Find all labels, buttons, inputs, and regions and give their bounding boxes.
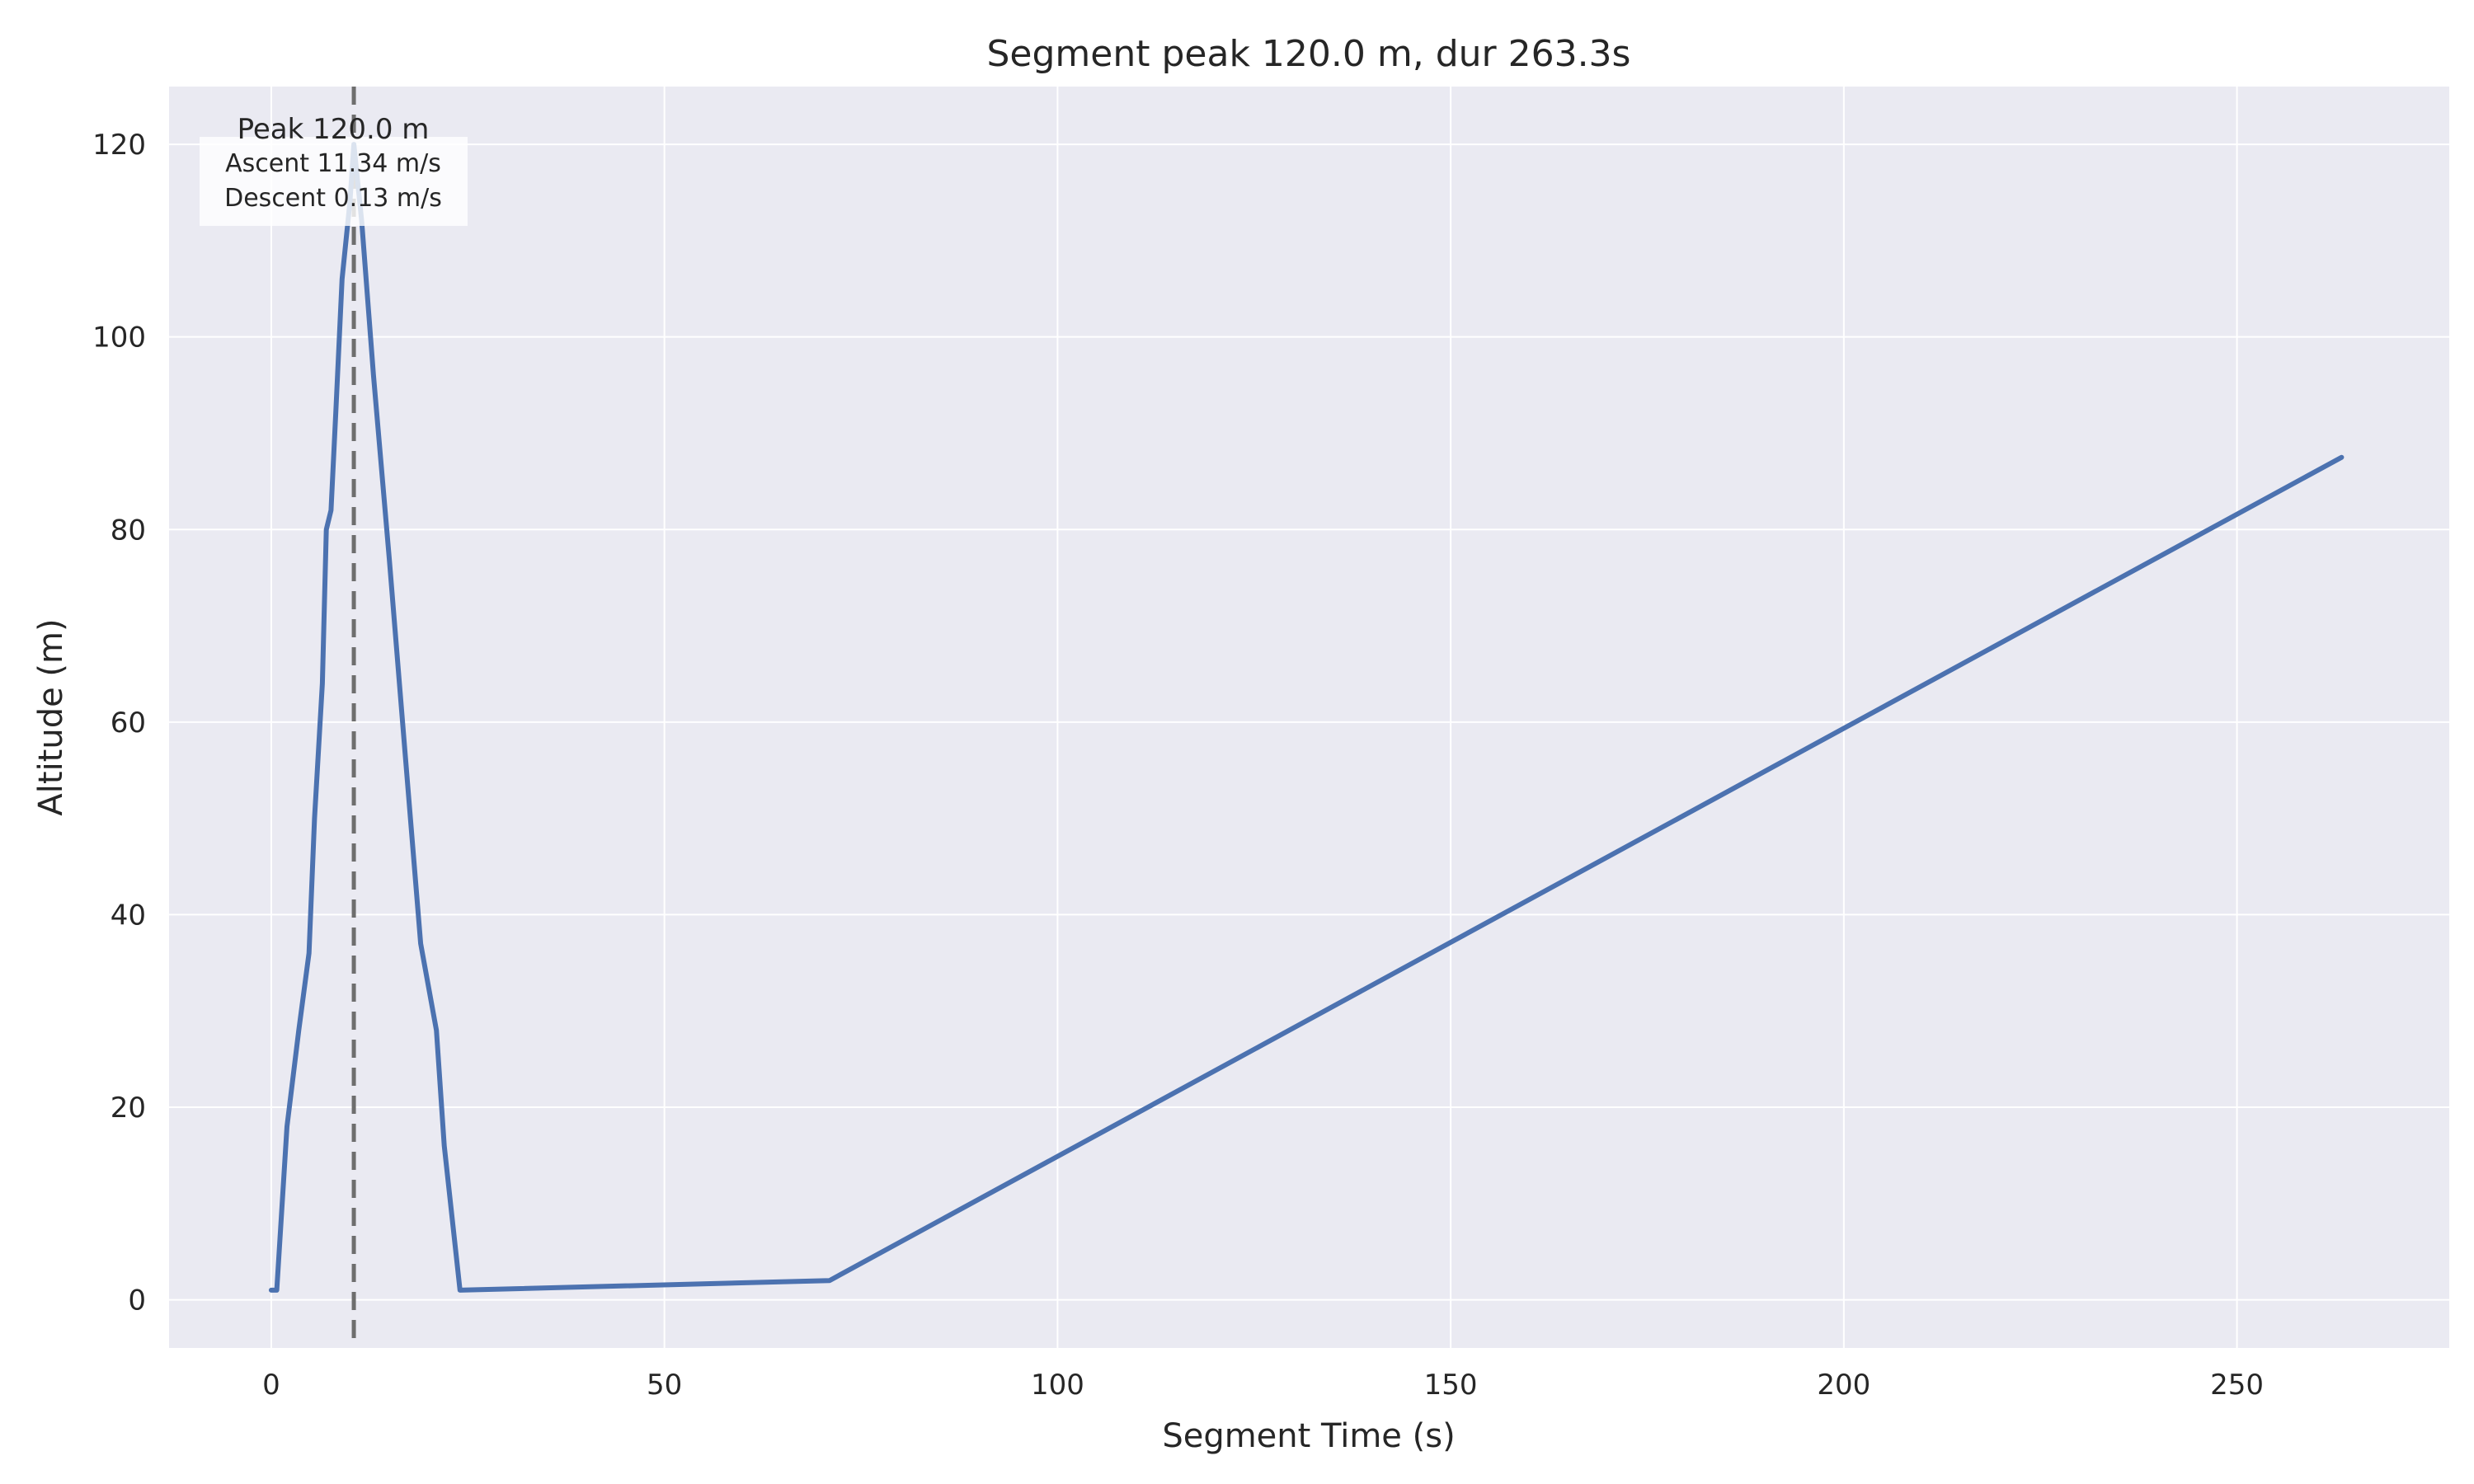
y-tick-label: 100 [92, 322, 146, 355]
x-tick-label: 0 [262, 1369, 280, 1402]
x-tick-label: 200 [1817, 1369, 1870, 1402]
grid-lines [169, 87, 2449, 1348]
plot-area [169, 87, 2449, 1348]
y-tick-labels: 0 20 40 60 80 100 120 [92, 129, 146, 1317]
annotation-descent: Descent 0.13 m/s [224, 184, 442, 213]
chart-title: Segment peak 120.0 m, dur 263.3s [987, 33, 1631, 75]
x-tick-label: 50 [647, 1369, 682, 1402]
annotation-peak: Peak 120.0 m [238, 113, 430, 146]
y-tick-label: 60 [111, 707, 146, 740]
x-tick-label: 250 [2210, 1369, 2264, 1402]
x-axis-label: Segment Time (s) [1162, 1417, 1455, 1455]
x-tick-label: 150 [1424, 1369, 1478, 1402]
y-tick-label: 0 [128, 1284, 146, 1317]
y-tick-label: 20 [111, 1092, 146, 1125]
y-tick-label: 120 [92, 129, 146, 162]
x-tick-labels: 0 50 100 150 200 250 [262, 1369, 2264, 1402]
y-tick-label: 80 [111, 514, 146, 547]
annotation-box [200, 137, 468, 226]
annotation-ascent: Ascent 11.34 m/s [225, 149, 441, 178]
y-tick-label: 40 [111, 899, 146, 932]
x-tick-label: 100 [1031, 1369, 1084, 1402]
y-axis-label: Altitude (m) [32, 618, 70, 815]
